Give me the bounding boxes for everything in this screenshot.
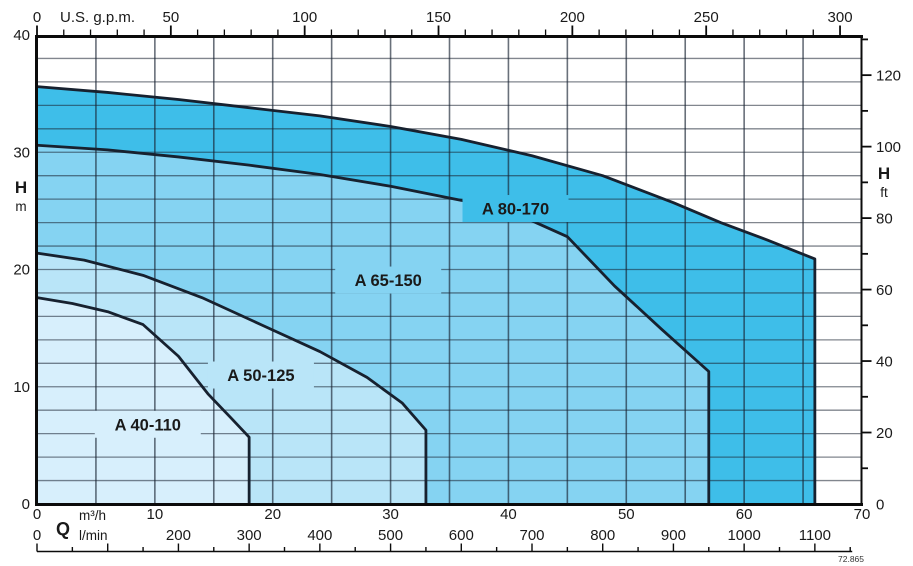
region-fills-layer	[37, 86, 815, 504]
bottom-lmin-label-300: 300	[237, 527, 262, 544]
top-axis-label-250: 250	[694, 9, 719, 26]
bottom-lmin-label-600: 600	[449, 527, 474, 544]
region-A-40-110	[37, 297, 250, 504]
right-axis-unit: ft	[880, 185, 888, 200]
bottom-m3h-label-70: 70	[854, 506, 871, 523]
left-axis-unit: m	[15, 199, 26, 214]
left-axis-label-30: 30	[13, 144, 30, 161]
left-axis-label-20: 20	[13, 262, 30, 279]
bottom-m3h-label-40: 40	[500, 506, 517, 523]
bottom-lmin-label-200: 200	[166, 527, 191, 544]
bottom-lmin-label-800: 800	[590, 527, 615, 544]
bottom-axis-unit-lmin: l/min	[79, 528, 108, 543]
bottom-m3h-label-20: 20	[264, 506, 281, 523]
bottom-lmin-label-700: 700	[519, 527, 544, 544]
curve-A-50-125	[35, 251, 428, 506]
series-label-A-50-125: A 50-125	[227, 367, 294, 385]
top-axis-label-0: 0	[33, 9, 41, 26]
series-label-A-40-110: A 40-110	[115, 416, 181, 434]
bottom-m3h-label-30: 30	[382, 506, 399, 523]
bottom-m3h-label-10: 10	[147, 506, 164, 523]
bottom-m3h-label-60: 60	[736, 506, 753, 523]
axes-layer	[35, 35, 863, 506]
curve-A-40-110	[35, 296, 251, 506]
series-label-box	[462, 195, 569, 223]
series-label-box	[207, 361, 314, 389]
right-axis-label-60: 60	[876, 282, 893, 299]
left-axis-label-10: 10	[13, 379, 30, 396]
series-label-box	[94, 410, 201, 438]
curve-A-65-150	[35, 143, 711, 506]
right-axis-symbol: H	[878, 164, 890, 183]
bottom-lmin-label-500: 500	[378, 527, 403, 544]
bottom-lmin-label-400: 400	[307, 527, 332, 544]
bottom-axis-symbol-Q: Q	[56, 519, 70, 539]
top-axis-label-150: 150	[426, 9, 451, 26]
curve-A-80-170	[35, 85, 817, 506]
curves-layer	[35, 85, 817, 506]
top-axis-label-200: 200	[560, 9, 585, 26]
series-label-A-80-170: A 80-170	[482, 201, 549, 219]
left-axis-label-40: 40	[13, 27, 30, 44]
series-labels-layer: A 80-170 A 65-150 A 50-125 A 40-110	[94, 195, 569, 438]
left-axis-label-0: 0	[22, 496, 30, 513]
top-axis-title: U.S. g.p.m.	[60, 9, 135, 26]
tick-labels-layer: 0 50 100 150 200 250 3004030201001201008060402…	[13, 9, 901, 544]
figure-code: 72.865	[838, 554, 864, 564]
bottom-lmin-label-900: 900	[661, 527, 686, 544]
bottom-axis-unit-m3h: m³/h	[79, 508, 106, 523]
bottom-lmin-label-1000: 1000	[727, 527, 760, 544]
right-axis-label-100: 100	[876, 139, 901, 156]
left-axis-symbol: H	[15, 178, 27, 197]
right-axis-label-20: 20	[876, 425, 893, 442]
right-axis-label-40: 40	[876, 354, 893, 371]
top-axis-label-100: 100	[292, 9, 317, 26]
series-label-A-65-150: A 65-150	[355, 272, 422, 290]
bottom-m3h-label-0: 0	[33, 506, 41, 523]
ticks-layer	[36, 25, 872, 553]
top-axis-label-50: 50	[162, 9, 179, 26]
grid-layer	[37, 36, 862, 504]
series-label-box	[335, 266, 442, 294]
bottom-lmin-label-0: 0	[33, 527, 41, 544]
bottom-m3h-label-50: 50	[618, 506, 635, 523]
top-axis-label-300: 300	[828, 9, 853, 26]
right-axis-label-0: 0	[876, 497, 884, 514]
right-axis-label-120: 120	[876, 68, 901, 85]
right-axis-label-80: 80	[876, 211, 893, 228]
bottom-lmin-label-1100: 1100	[799, 527, 831, 544]
